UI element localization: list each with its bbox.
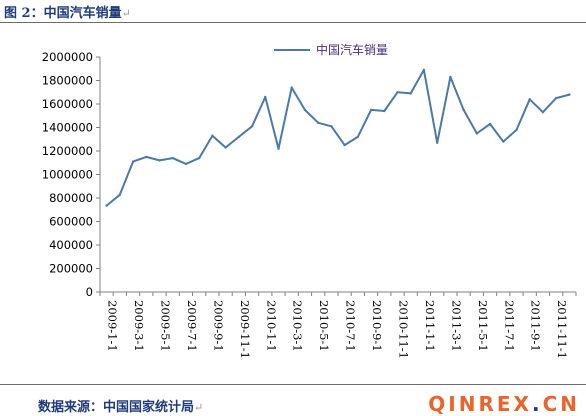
top-divider xyxy=(0,22,586,23)
data-point xyxy=(383,109,386,113)
figure-title-text: 图 2：中国汽车销量 xyxy=(4,6,122,21)
data-point xyxy=(369,108,373,112)
bottom-divider xyxy=(0,384,586,385)
paragraph-mark-icon: ↵ xyxy=(121,7,131,20)
data-point xyxy=(330,125,333,128)
y-tick-label: 1600000 xyxy=(42,97,93,111)
data-point xyxy=(541,111,545,114)
x-tick-label: 2009-5-1 xyxy=(159,300,173,352)
y-tick-label: 1400000 xyxy=(42,121,93,135)
y-tick-label: 200000 xyxy=(49,262,93,276)
y-tick-label: 1200000 xyxy=(42,144,93,158)
x-axis: 2009-1-1 2009-3-1 2009-5-1 2009-7-1 2009-9-1… xyxy=(99,291,577,359)
y-axis: 0 200000 400000 600000 800000 1000000 1200000 1… xyxy=(42,50,101,299)
data-point xyxy=(250,125,254,128)
data-point xyxy=(184,162,188,166)
x-tick-label: 2010-5-1 xyxy=(317,300,331,352)
data-point xyxy=(396,91,399,94)
watermark-dot: . xyxy=(531,392,543,416)
data-point xyxy=(105,204,108,207)
x-tick-label: 2010-1-1 xyxy=(264,300,278,352)
data-point xyxy=(131,160,135,163)
x-tick-label: 2011-3-1 xyxy=(449,300,463,352)
x-tick-label: 2011-9-1 xyxy=(529,300,543,352)
source-text: 数据来源：中国国家统计局 xyxy=(38,400,195,415)
x-tick-label: 2010-7-1 xyxy=(344,300,358,352)
data-point xyxy=(462,108,465,112)
x-tick-label: 2011-7-1 xyxy=(502,300,516,352)
y-tick-label: 0 xyxy=(86,285,93,299)
data-point xyxy=(488,122,492,126)
data-point xyxy=(502,140,505,143)
x-tick-label: 2009-9-1 xyxy=(211,300,225,352)
data-point xyxy=(515,128,518,132)
watermark-part2: CN xyxy=(542,392,580,416)
data-point xyxy=(290,86,293,89)
series-line xyxy=(105,68,570,207)
data-point xyxy=(237,135,240,139)
x-tick-label: 2011-11-1 xyxy=(555,300,569,359)
data-point xyxy=(449,75,452,79)
legend: 中国汽车销量 xyxy=(274,42,388,57)
y-tick-label: 1800000 xyxy=(42,74,93,88)
data-point xyxy=(211,134,214,137)
x-tick-label: 2009-7-1 xyxy=(185,300,199,352)
y-tick-label: 800000 xyxy=(49,191,93,205)
data-point xyxy=(277,147,280,150)
x-tick-label: 2010-11-1 xyxy=(397,300,411,359)
data-point xyxy=(264,95,267,99)
data-point xyxy=(436,141,439,144)
y-tick-label: 600000 xyxy=(49,215,93,229)
data-point xyxy=(343,143,346,147)
line-chart: 0 200000 400000 600000 800000 1000000 1200000 1… xyxy=(42,42,577,359)
data-point xyxy=(145,155,148,159)
data-point xyxy=(317,121,320,125)
source-note: 数据来源：中国国家统计局↵ xyxy=(38,396,203,415)
data-point xyxy=(409,92,412,95)
y-tick-label: 2000000 xyxy=(42,50,93,64)
data-point xyxy=(158,159,161,162)
x-tick-label: 2009-11-1 xyxy=(238,300,252,359)
data-point xyxy=(171,156,174,160)
data-point xyxy=(118,193,122,196)
x-tick-label: 2010-9-1 xyxy=(370,300,384,352)
data-point xyxy=(224,146,227,149)
y-tick-label: 400000 xyxy=(49,238,93,252)
paragraph-mark-icon: ↵ xyxy=(194,401,204,414)
data-point xyxy=(198,156,201,160)
data-point xyxy=(303,108,307,112)
series-layer xyxy=(105,68,571,207)
figure-title: 图 2：中国汽车销量↵ xyxy=(4,2,131,21)
y-tick-label: 1000000 xyxy=(42,168,93,182)
x-tick-label: 2009-3-1 xyxy=(132,300,146,352)
data-point xyxy=(555,96,558,100)
x-tick-label: 2009-1-1 xyxy=(106,300,120,352)
watermark-part1: QINREX xyxy=(428,392,532,416)
watermark-logo: QINREX.CN xyxy=(428,392,580,416)
data-point xyxy=(528,98,531,101)
x-tick-label: 2010-3-1 xyxy=(291,300,305,352)
data-point xyxy=(568,93,571,96)
data-point xyxy=(422,68,426,72)
x-tick-label: 2011-1-1 xyxy=(423,300,437,352)
data-point xyxy=(356,135,359,139)
x-tick-label: 2011-5-1 xyxy=(476,300,490,352)
data-point xyxy=(475,132,478,135)
legend-label: 中国汽车销量 xyxy=(316,42,388,57)
